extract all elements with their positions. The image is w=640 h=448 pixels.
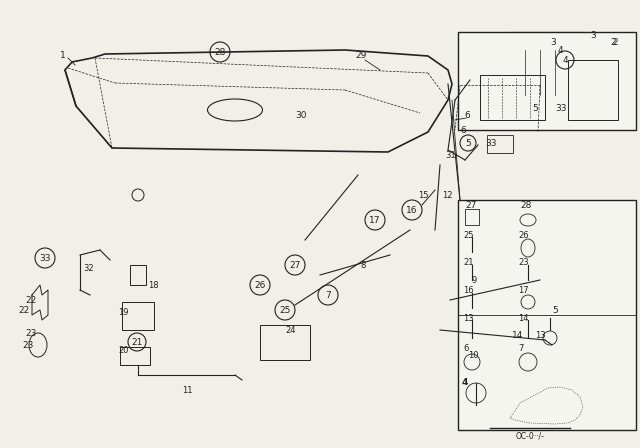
Text: 33: 33 <box>39 254 51 263</box>
Text: 14: 14 <box>518 314 529 323</box>
Bar <box>510 32 585 100</box>
Text: 27: 27 <box>289 260 301 270</box>
Text: 14: 14 <box>512 331 524 340</box>
Text: 23: 23 <box>25 328 36 337</box>
Text: 5: 5 <box>465 138 471 147</box>
Text: 5: 5 <box>532 103 538 112</box>
Text: 10: 10 <box>468 350 479 359</box>
Text: 7: 7 <box>518 344 524 353</box>
Text: 33: 33 <box>555 103 566 112</box>
Text: 22: 22 <box>18 306 29 314</box>
Text: 11: 11 <box>182 385 193 395</box>
Text: 26: 26 <box>254 280 266 289</box>
Text: 31: 31 <box>445 151 456 159</box>
Bar <box>122 302 154 330</box>
Bar <box>480 75 545 120</box>
Text: 4: 4 <box>562 56 568 65</box>
Text: 17: 17 <box>369 215 381 224</box>
Text: 19: 19 <box>118 307 129 316</box>
Text: 20: 20 <box>118 345 129 354</box>
Text: OC-0··/-: OC-0··/- <box>516 431 545 440</box>
Text: 21: 21 <box>131 337 143 346</box>
Text: 6: 6 <box>464 111 470 120</box>
Text: 13: 13 <box>535 331 546 340</box>
Text: 25: 25 <box>279 306 291 314</box>
Text: 4: 4 <box>462 378 468 387</box>
Text: 23: 23 <box>518 258 529 267</box>
Text: 26: 26 <box>518 231 529 240</box>
Text: 1: 1 <box>60 51 66 60</box>
Text: 3: 3 <box>550 38 556 47</box>
Bar <box>465 209 479 225</box>
Text: 12: 12 <box>442 190 452 199</box>
Text: 7: 7 <box>325 290 331 300</box>
Text: 25: 25 <box>463 231 474 240</box>
Text: 15: 15 <box>418 190 429 199</box>
Text: 5: 5 <box>552 306 557 314</box>
Text: 22: 22 <box>25 296 36 305</box>
Bar <box>260 325 310 360</box>
Text: 29: 29 <box>355 51 366 60</box>
Text: 8: 8 <box>360 260 365 270</box>
Text: 21: 21 <box>463 258 474 267</box>
Bar <box>487 135 513 153</box>
Text: 16: 16 <box>463 285 474 294</box>
Bar <box>458 32 636 130</box>
Text: 28: 28 <box>214 47 226 56</box>
Text: 4: 4 <box>557 46 563 55</box>
Text: 13: 13 <box>463 314 474 323</box>
Text: 3: 3 <box>590 30 596 39</box>
Text: 6: 6 <box>463 344 468 353</box>
Text: 18: 18 <box>148 280 159 289</box>
Text: 30: 30 <box>295 111 307 120</box>
Bar <box>568 60 618 120</box>
Text: 9: 9 <box>472 276 477 284</box>
Bar <box>555 100 583 120</box>
Bar <box>120 347 150 365</box>
Text: 32: 32 <box>83 263 93 272</box>
Text: 28: 28 <box>520 201 531 210</box>
Text: 2: 2 <box>612 38 618 47</box>
Text: 27: 27 <box>465 201 476 210</box>
Bar <box>130 265 146 285</box>
Text: 23: 23 <box>22 340 33 349</box>
Text: 6: 6 <box>460 125 466 134</box>
Text: 16: 16 <box>406 206 418 215</box>
Text: 17: 17 <box>518 285 529 294</box>
Bar <box>458 200 636 430</box>
Text: 33: 33 <box>485 138 497 147</box>
Text: 24: 24 <box>285 326 296 335</box>
Text: 2: 2 <box>610 38 616 47</box>
